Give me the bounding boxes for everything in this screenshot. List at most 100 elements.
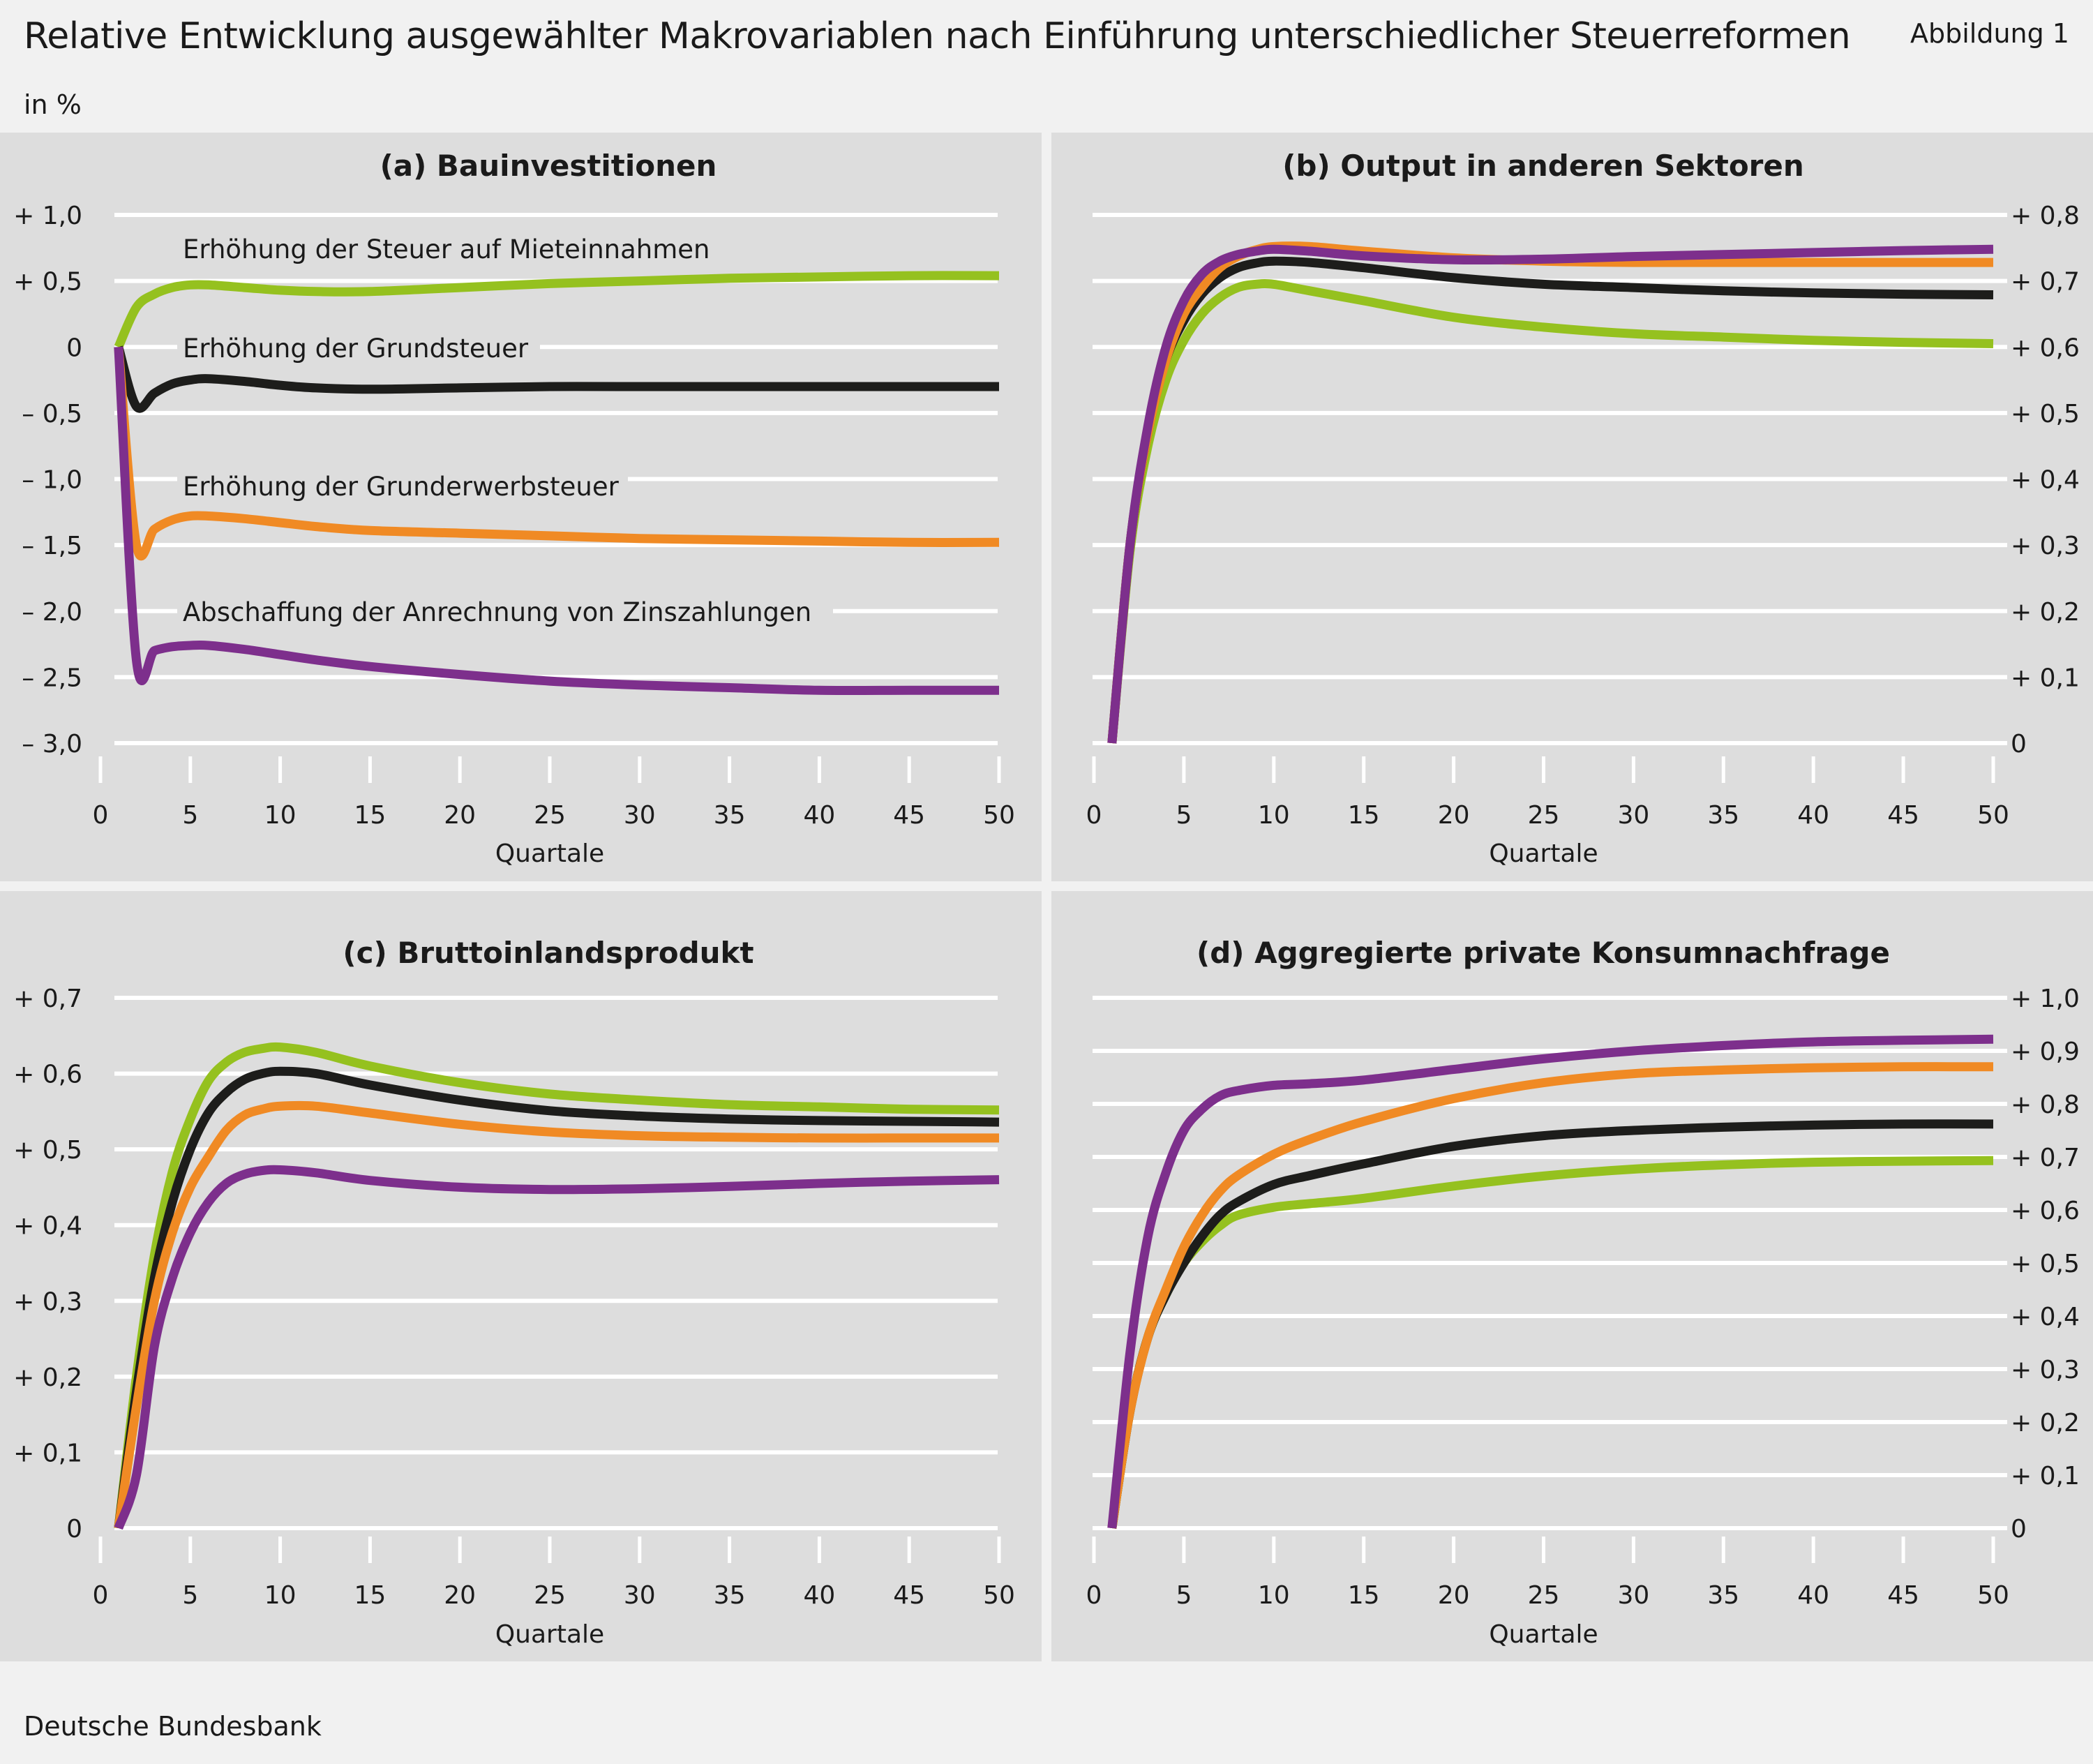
x-tick-label-b: 30 bbox=[1617, 801, 1649, 830]
x-tick-label-a: 50 bbox=[983, 801, 1015, 830]
source-label: Deutsche Bundesbank bbox=[24, 1711, 322, 1742]
series-line-green bbox=[114, 271, 1000, 349]
x-tick-label-c: 10 bbox=[264, 1581, 297, 1610]
annotation-green: Erhöhung der Steuer auf Mieteinnahmen bbox=[183, 234, 710, 264]
y-tick-label-a: + 0,5 bbox=[13, 268, 82, 297]
x-tick-label-b: 35 bbox=[1707, 801, 1739, 830]
y-tick-label-a: – 2,0 bbox=[22, 598, 82, 627]
chart-title-c: (c) Bruttoinlandsprodukt bbox=[343, 936, 753, 970]
annotation-purple: Abschaffung der Anrechnung von Zinszahlu… bbox=[183, 597, 811, 627]
x-axis-label-b: Quartale bbox=[1489, 839, 1598, 868]
x-tick-label-b: 5 bbox=[1176, 801, 1192, 830]
y-tick-label-d: + 0,6 bbox=[2011, 1197, 2080, 1225]
x-tick-label-b: 10 bbox=[1258, 801, 1290, 830]
chart-title-a: (a) Bauinvestitionen bbox=[380, 149, 717, 183]
x-tick-label-d: 0 bbox=[1086, 1581, 1102, 1610]
x-tick-label-a: 25 bbox=[534, 801, 566, 830]
annotation-black: Erhöhung der Grundsteuer bbox=[183, 334, 529, 364]
y-tick-label-d: + 0,1 bbox=[2011, 1462, 2080, 1490]
y-tick-label-a: – 1,0 bbox=[22, 466, 82, 495]
y-tick-label-a: – 1,5 bbox=[22, 532, 82, 560]
y-tick-label-d: + 0,5 bbox=[2011, 1250, 2080, 1278]
y-tick-label-d: + 0,4 bbox=[2011, 1303, 2080, 1331]
y-tick-label-b: 0 bbox=[2011, 730, 2027, 758]
x-tick-label-a: 20 bbox=[444, 801, 476, 830]
y-tick-label-a: – 3,0 bbox=[22, 730, 82, 758]
y-tick-label-d: + 0,9 bbox=[2011, 1038, 2080, 1066]
x-tick-label-a: 45 bbox=[893, 801, 925, 830]
series-line-purple bbox=[1107, 1034, 1994, 1529]
y-tick-label-a: – 0,5 bbox=[22, 400, 82, 428]
x-tick-label-b: 0 bbox=[1086, 801, 1102, 830]
y-tick-label-b: + 0,6 bbox=[2011, 334, 2080, 362]
x-tick-label-c: 50 bbox=[983, 1581, 1015, 1610]
y-tick-label-a: + 1,0 bbox=[13, 202, 82, 230]
y-tick-label-b: + 0,2 bbox=[2011, 598, 2080, 627]
series-line-purple bbox=[114, 1165, 1000, 1530]
x-axis-label-a: Quartale bbox=[495, 839, 604, 868]
y-tick-label-c: + 0,2 bbox=[13, 1363, 82, 1392]
x-tick-label-d: 50 bbox=[1977, 1581, 2009, 1610]
x-tick-label-c: 20 bbox=[444, 1581, 476, 1610]
x-tick-label-d: 30 bbox=[1617, 1581, 1649, 1610]
panel-background-2 bbox=[1051, 133, 2093, 881]
y-tick-label-d: + 0,7 bbox=[2011, 1144, 2080, 1172]
y-tick-label-c: + 0,7 bbox=[13, 985, 82, 1013]
y-tick-label-c: + 0,4 bbox=[13, 1212, 82, 1241]
series-line-purple bbox=[114, 346, 999, 696]
x-tick-label-b: 20 bbox=[1438, 801, 1470, 830]
x-tick-label-d: 40 bbox=[1797, 1581, 1829, 1610]
y-tick-label-d: + 0,3 bbox=[2011, 1356, 2080, 1384]
x-tick-label-b: 40 bbox=[1797, 801, 1829, 830]
y-tick-label-b: + 0,8 bbox=[2011, 202, 2080, 230]
x-tick-label-a: 35 bbox=[714, 801, 746, 830]
annotation-bg-green bbox=[177, 232, 730, 267]
y-tick-label-b: + 0,7 bbox=[2011, 268, 2080, 297]
annotation-orange: Erhöhung der Grunderwerbsteuer bbox=[183, 472, 620, 502]
panel-c-bip: (c) Bruttoinlandsprodukt 0 + 0,1 + 0,2 + 0,3… bbox=[13, 936, 1015, 1649]
x-tick-label-b: 50 bbox=[1977, 801, 2009, 830]
y-tick-label-b: + 0,1 bbox=[2011, 664, 2080, 692]
y-tick-label-d: + 1,0 bbox=[2011, 985, 2080, 1013]
series-line-purple bbox=[1107, 244, 1994, 744]
series-line-orange bbox=[114, 346, 1000, 561]
x-tick-label-d: 10 bbox=[1258, 1581, 1290, 1610]
x-tick-label-a: 40 bbox=[803, 801, 835, 830]
panel-d-konsum: (d) Aggregierte private Konsumnachfrage 0… bbox=[1086, 936, 2080, 1649]
series-line-orange bbox=[1107, 1062, 1994, 1529]
annotation-bg-purple bbox=[177, 595, 833, 629]
x-tick-label-b: 15 bbox=[1348, 801, 1380, 830]
x-tick-label-d: 20 bbox=[1438, 1581, 1470, 1610]
x-tick-label-c: 15 bbox=[354, 1581, 386, 1610]
series-line-orange bbox=[114, 1100, 999, 1529]
panel-background-4 bbox=[1051, 891, 2093, 1661]
unit-label: in % bbox=[24, 89, 82, 120]
x-tick-label-a: 15 bbox=[354, 801, 386, 830]
x-tick-label-a: 0 bbox=[93, 801, 109, 830]
series-line-green bbox=[114, 1042, 1000, 1529]
charts-area: (a) Bauinvestitionen – 3,0 – 2,5 – 2,0 – 1,5… bbox=[0, 133, 2093, 1661]
y-tick-label-c: + 0,6 bbox=[13, 1061, 82, 1089]
x-tick-label-b: 45 bbox=[1887, 801, 1919, 830]
panel-b-output: (b) Output in anderen Sektoren 0 + 0,1 + 0,… bbox=[1086, 149, 2080, 868]
chart-title-d: (d) Aggregierte private Konsumnachfrage bbox=[1196, 936, 1890, 970]
x-tick-label-b: 25 bbox=[1528, 801, 1560, 830]
x-axis-label-d: Quartale bbox=[1489, 1620, 1598, 1649]
y-tick-label-c: + 0,5 bbox=[13, 1136, 82, 1165]
y-tick-label-d: 0 bbox=[2011, 1515, 2027, 1544]
series-line-black bbox=[114, 1066, 1000, 1529]
x-tick-label-c: 0 bbox=[93, 1581, 109, 1610]
panel-a-bauinvestitionen: (a) Bauinvestitionen – 3,0 – 2,5 – 2,0 – 1,5… bbox=[13, 149, 1015, 868]
x-axis-label-c: Quartale bbox=[495, 1620, 604, 1649]
y-tick-label-c: + 0,3 bbox=[13, 1287, 82, 1316]
x-tick-label-c: 35 bbox=[714, 1581, 746, 1610]
series-line-black bbox=[114, 345, 1000, 413]
x-tick-label-c: 40 bbox=[803, 1581, 835, 1610]
x-tick-label-a: 10 bbox=[264, 801, 297, 830]
y-tick-label-c: + 0,1 bbox=[13, 1439, 82, 1467]
chart-title-b: (b) Output in anderen Sektoren bbox=[1282, 149, 1804, 183]
y-tick-label-b: + 0,3 bbox=[2011, 532, 2080, 560]
x-tick-label-c: 30 bbox=[624, 1581, 656, 1610]
annotation-bg-black bbox=[177, 331, 540, 366]
annotation-bg-orange bbox=[177, 469, 628, 504]
